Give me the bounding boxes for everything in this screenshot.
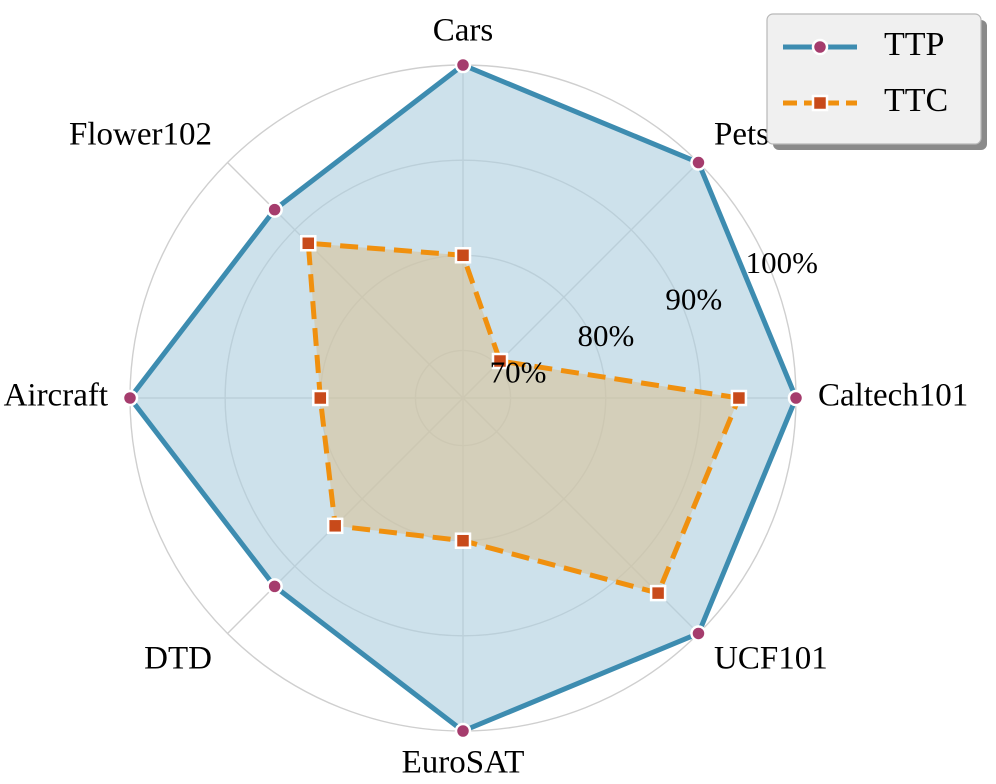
ttc-point-dtd bbox=[326, 517, 344, 535]
legend-box bbox=[766, 13, 982, 145]
ttp-point-dtd bbox=[266, 578, 283, 595]
radial-ticks: 70% 80% 90% 100% bbox=[490, 245, 818, 389]
axis-label-pets: Pets bbox=[714, 117, 769, 153]
legend-label-ttp: TTP bbox=[884, 26, 944, 63]
r-tick-label-90: 90% bbox=[665, 281, 722, 316]
ttc-point-eurosat bbox=[454, 532, 472, 549]
ttc-point-cars bbox=[454, 247, 472, 264]
series-layer bbox=[121, 56, 805, 740]
axis-label-aircraft: Aircraft bbox=[4, 378, 108, 414]
ttp-point-ucf101 bbox=[690, 625, 707, 642]
ttc-point-caltech101 bbox=[730, 389, 748, 407]
axis-labels: Caltech101 Pets Cars Flower102 Aircraft DTD Eu… bbox=[4, 13, 969, 781]
r-tick-label-80: 80% bbox=[578, 318, 635, 353]
ttp-point-aircraft bbox=[121, 389, 139, 407]
ttc-point-pets bbox=[491, 352, 509, 370]
r-tick-label-100: 100% bbox=[746, 245, 818, 280]
legend: TTP TTC bbox=[766, 13, 987, 150]
ttp-point-eurosat bbox=[454, 722, 472, 740]
legend-label-ttc: TTC bbox=[884, 82, 948, 119]
axis-label-flower102: Flower102 bbox=[69, 117, 212, 153]
ttp-point-pets bbox=[690, 154, 707, 171]
ttp-point-flower102 bbox=[266, 201, 283, 218]
legend-marker-ttc bbox=[811, 94, 829, 112]
axis-label-cars: Cars bbox=[433, 13, 494, 49]
ttc-point-aircraft bbox=[312, 389, 329, 407]
legend-marker-ttp bbox=[811, 38, 829, 56]
ttp-point-caltech101 bbox=[787, 389, 805, 407]
r-tick-label-70: 70% bbox=[490, 354, 547, 389]
ttc-area bbox=[308, 243, 739, 594]
ttc-point-flower102 bbox=[300, 235, 317, 252]
axis-label-eurosat: EuroSAT bbox=[402, 745, 525, 781]
ttp-point-cars bbox=[454, 56, 472, 74]
ttc-point-ucf101 bbox=[649, 584, 667, 602]
axis-label-ucf101: UCF101 bbox=[714, 641, 828, 677]
axis-label-caltech101: Caltech101 bbox=[818, 378, 968, 414]
axis-label-dtd: DTD bbox=[144, 641, 212, 677]
